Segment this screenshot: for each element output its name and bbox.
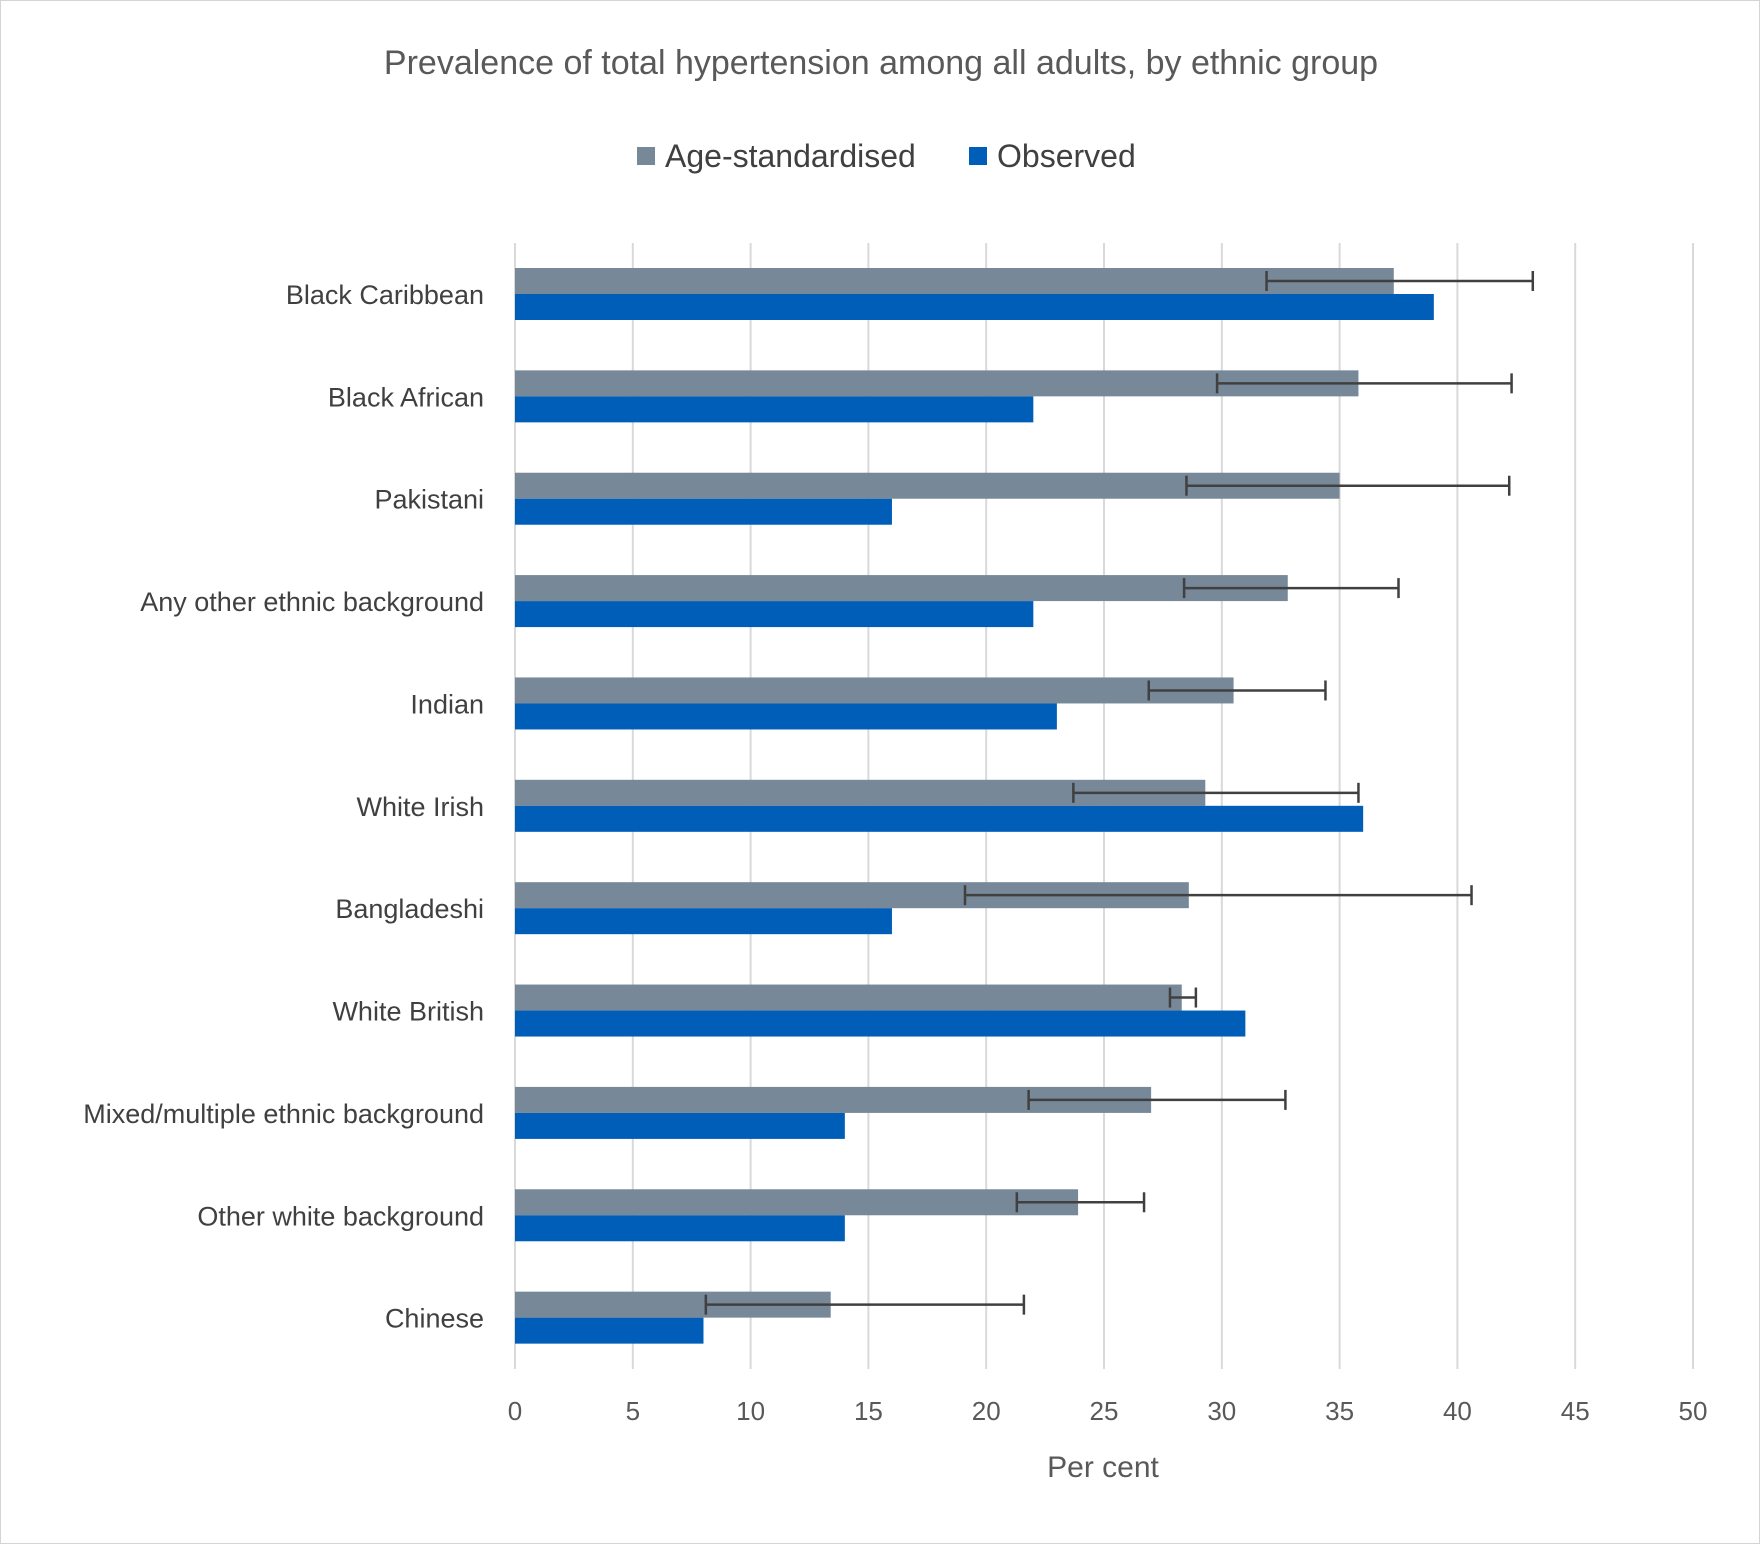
category-label: Indian [410,689,484,719]
x-tick-label: 50 [1679,1396,1708,1426]
x-tick-label: 45 [1561,1396,1590,1426]
bar-observed [515,294,1434,320]
error-bar [1265,271,1535,291]
x-tick-label: 40 [1443,1396,1472,1426]
error-bars [704,271,1535,1315]
x-tick-label: 5 [626,1396,640,1426]
bar-age-standardised [515,677,1234,704]
category-label: Any other ethnic background [140,587,484,617]
error-bar [1072,782,1360,803]
legend-label: Age-standardised [665,138,916,174]
x-tick-label: 25 [1090,1396,1119,1426]
error-bar [1185,475,1511,496]
bar-observed [515,1215,845,1242]
bar-age-standardised [515,984,1182,1011]
category-label: Other white background [197,1201,484,1231]
x-axis-title: Per cent [1047,1451,1159,1484]
x-tick-label: 10 [736,1396,765,1426]
bars [515,268,1434,1344]
bar-observed [515,1112,845,1139]
legend-label: Observed [997,138,1136,174]
bar-observed [515,703,1057,730]
x-tick-label: 0 [508,1396,522,1426]
category-label: Black Caribbean [286,280,484,310]
legend-swatch [637,147,655,165]
error-bar [1168,987,1198,1008]
bar-observed [515,601,1034,628]
bar-observed [515,1317,704,1344]
x-tick-label: 15 [854,1396,883,1426]
bar-age-standardised [515,268,1394,294]
category-label: White British [332,997,484,1027]
error-bar [704,1294,1026,1315]
error-bar [1215,373,1513,394]
category-label: White Irish [356,792,484,822]
chart-title: Prevalence of total hypertension among a… [384,44,1378,82]
category-label: Pakistani [374,485,484,515]
bar-age-standardised [515,575,1288,602]
category-label: Chinese [385,1304,484,1334]
x-tick-label: 20 [972,1396,1001,1426]
error-bar [1015,1192,1146,1213]
x-tick-label: 35 [1325,1396,1354,1426]
error-bar [1147,680,1327,701]
bar-observed [515,396,1034,423]
x-tick-label: 30 [1207,1396,1236,1426]
category-label: Mixed/multiple ethnic background [83,1099,484,1129]
error-bar [1027,1089,1287,1110]
bar-age-standardised [515,1189,1079,1216]
error-bar [963,885,1473,906]
bar-observed [515,1010,1246,1037]
bar-observed [515,908,892,935]
legend: Age-standardised Observed [637,138,1136,174]
bar-observed [515,498,892,525]
category-label: Bangladeshi [335,894,484,924]
bar-observed [515,805,1364,832]
error-bar [1182,578,1400,599]
category-labels: Black Caribbean Black African Pakistani Any… [83,280,484,1334]
legend-swatch [969,147,987,165]
category-label: Black African [328,382,484,412]
x-tick-labels: 0 5 10 15 20 25 30 35 40 45 50 [508,1396,1708,1426]
